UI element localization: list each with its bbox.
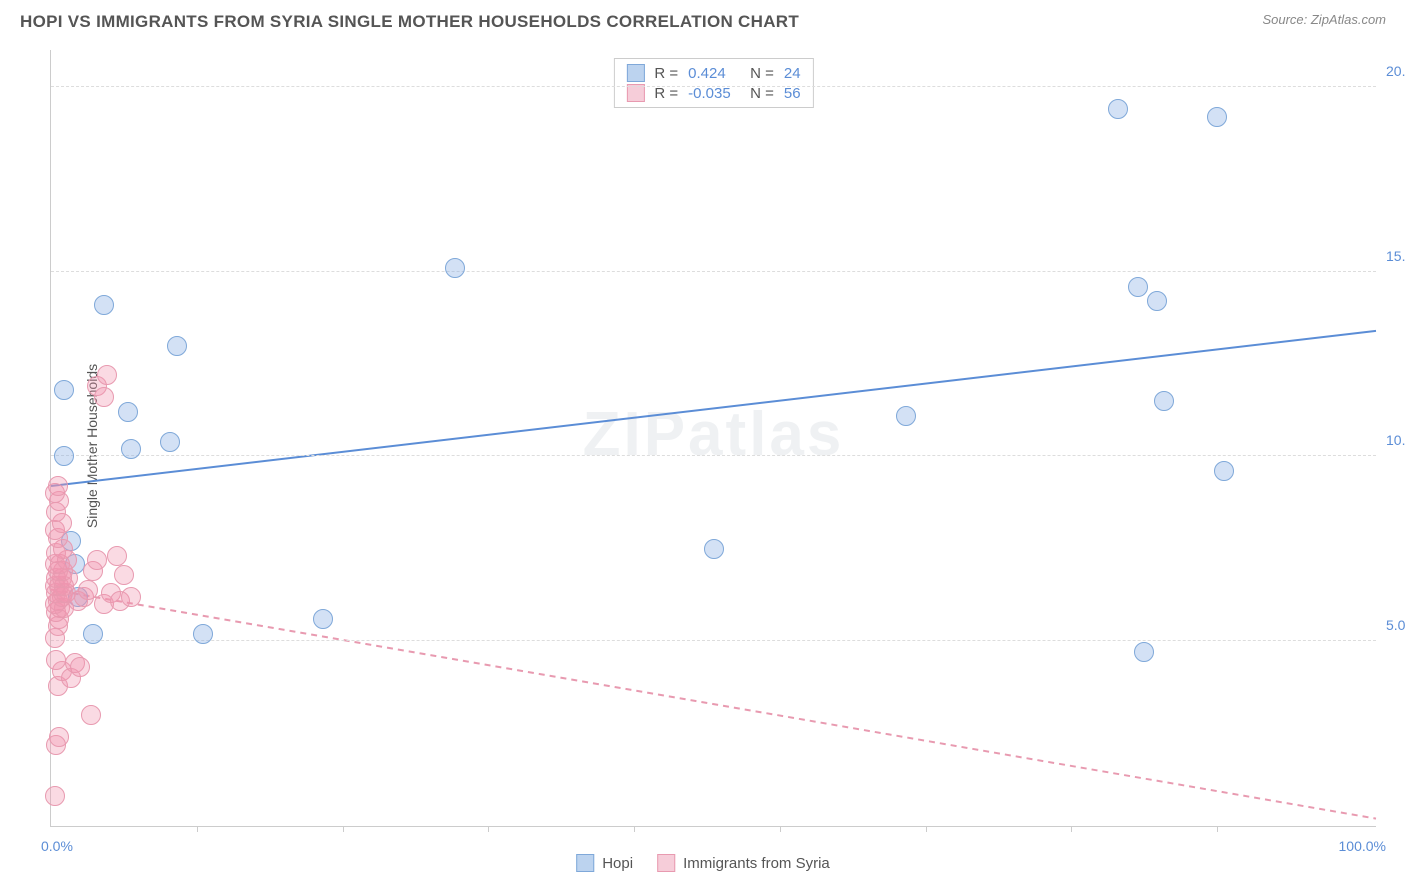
x-tick [1217,826,1218,832]
series-legend-label: Immigrants from Syria [683,855,830,872]
scatter-point [1108,99,1128,119]
scatter-point [97,365,117,385]
scatter-point [1207,107,1227,127]
gridline [51,640,1376,641]
scatter-point [121,587,141,607]
scatter-point [704,539,724,559]
legend-swatch [576,854,594,872]
y-tick-label: 15.0% [1386,248,1406,264]
scatter-point [49,727,69,747]
x-tick [926,826,927,832]
scatter-point [114,565,134,585]
scatter-point [1128,277,1148,297]
correlation-legend-row: R = 0.424 N = 24 [626,63,800,83]
chart-title: HOPI VS IMMIGRANTS FROM SYRIA SINGLE MOT… [20,12,799,32]
gridline [51,271,1376,272]
scatter-point [118,402,138,422]
gridline [51,455,1376,456]
x-tick [343,826,344,832]
legend-swatch [657,854,675,872]
source-label: Source: ZipAtlas.com [1262,12,1386,27]
scatter-point [445,258,465,278]
scatter-point [167,336,187,356]
n-value: 24 [784,65,801,82]
trend-line [51,590,1376,819]
r-value: 0.424 [688,65,740,82]
scatter-point [896,406,916,426]
chart-header: HOPI VS IMMIGRANTS FROM SYRIA SINGLE MOT… [0,0,1406,36]
x-tick [1071,826,1072,832]
scatter-point [1214,461,1234,481]
scatter-point [1147,291,1167,311]
scatter-point [1154,391,1174,411]
scatter-point [87,550,107,570]
r-value: -0.035 [688,85,740,102]
y-tick-label: 20.0% [1386,63,1406,79]
scatter-point [193,624,213,644]
scatter-point [313,609,333,629]
r-label: R = [654,65,678,82]
scatter-point [81,705,101,725]
n-label: N = [750,65,774,82]
x-tick [634,826,635,832]
correlation-legend: R = 0.424 N = 24 R = -0.035 N = 56 [613,58,813,108]
trend-line [51,331,1376,486]
series-legend: Hopi Immigrants from Syria [576,854,830,872]
x-tick [488,826,489,832]
x-tick [197,826,198,832]
scatter-point [94,295,114,315]
scatter-point [83,624,103,644]
x-tick [780,826,781,832]
series-legend-item: Hopi [576,854,633,872]
r-label: R = [654,85,678,102]
scatter-point [48,476,68,496]
scatter-point [1134,642,1154,662]
scatter-point [94,387,114,407]
scatter-point [54,380,74,400]
chart-plot-area: ZIPatlas R =0.424N =24R =-0.035N =56 0.0… [50,50,1376,827]
legend-swatch [626,64,644,82]
y-tick-label: 5.0% [1386,617,1406,633]
x-axis-max-label: 100.0% [1339,838,1386,854]
scatter-point [160,432,180,452]
series-legend-item: Immigrants from Syria [657,854,830,872]
scatter-point [121,439,141,459]
x-axis-min-label: 0.0% [41,838,73,854]
n-label: N = [750,85,774,102]
trend-lines-layer [51,50,1376,826]
scatter-point [46,650,66,670]
series-legend-label: Hopi [602,855,633,872]
y-tick-label: 10.0% [1386,432,1406,448]
scatter-point [107,546,127,566]
scatter-point [78,580,98,600]
gridline [51,86,1376,87]
scatter-point [70,657,90,677]
scatter-point [54,446,74,466]
n-value: 56 [784,85,801,102]
scatter-point [45,786,65,806]
